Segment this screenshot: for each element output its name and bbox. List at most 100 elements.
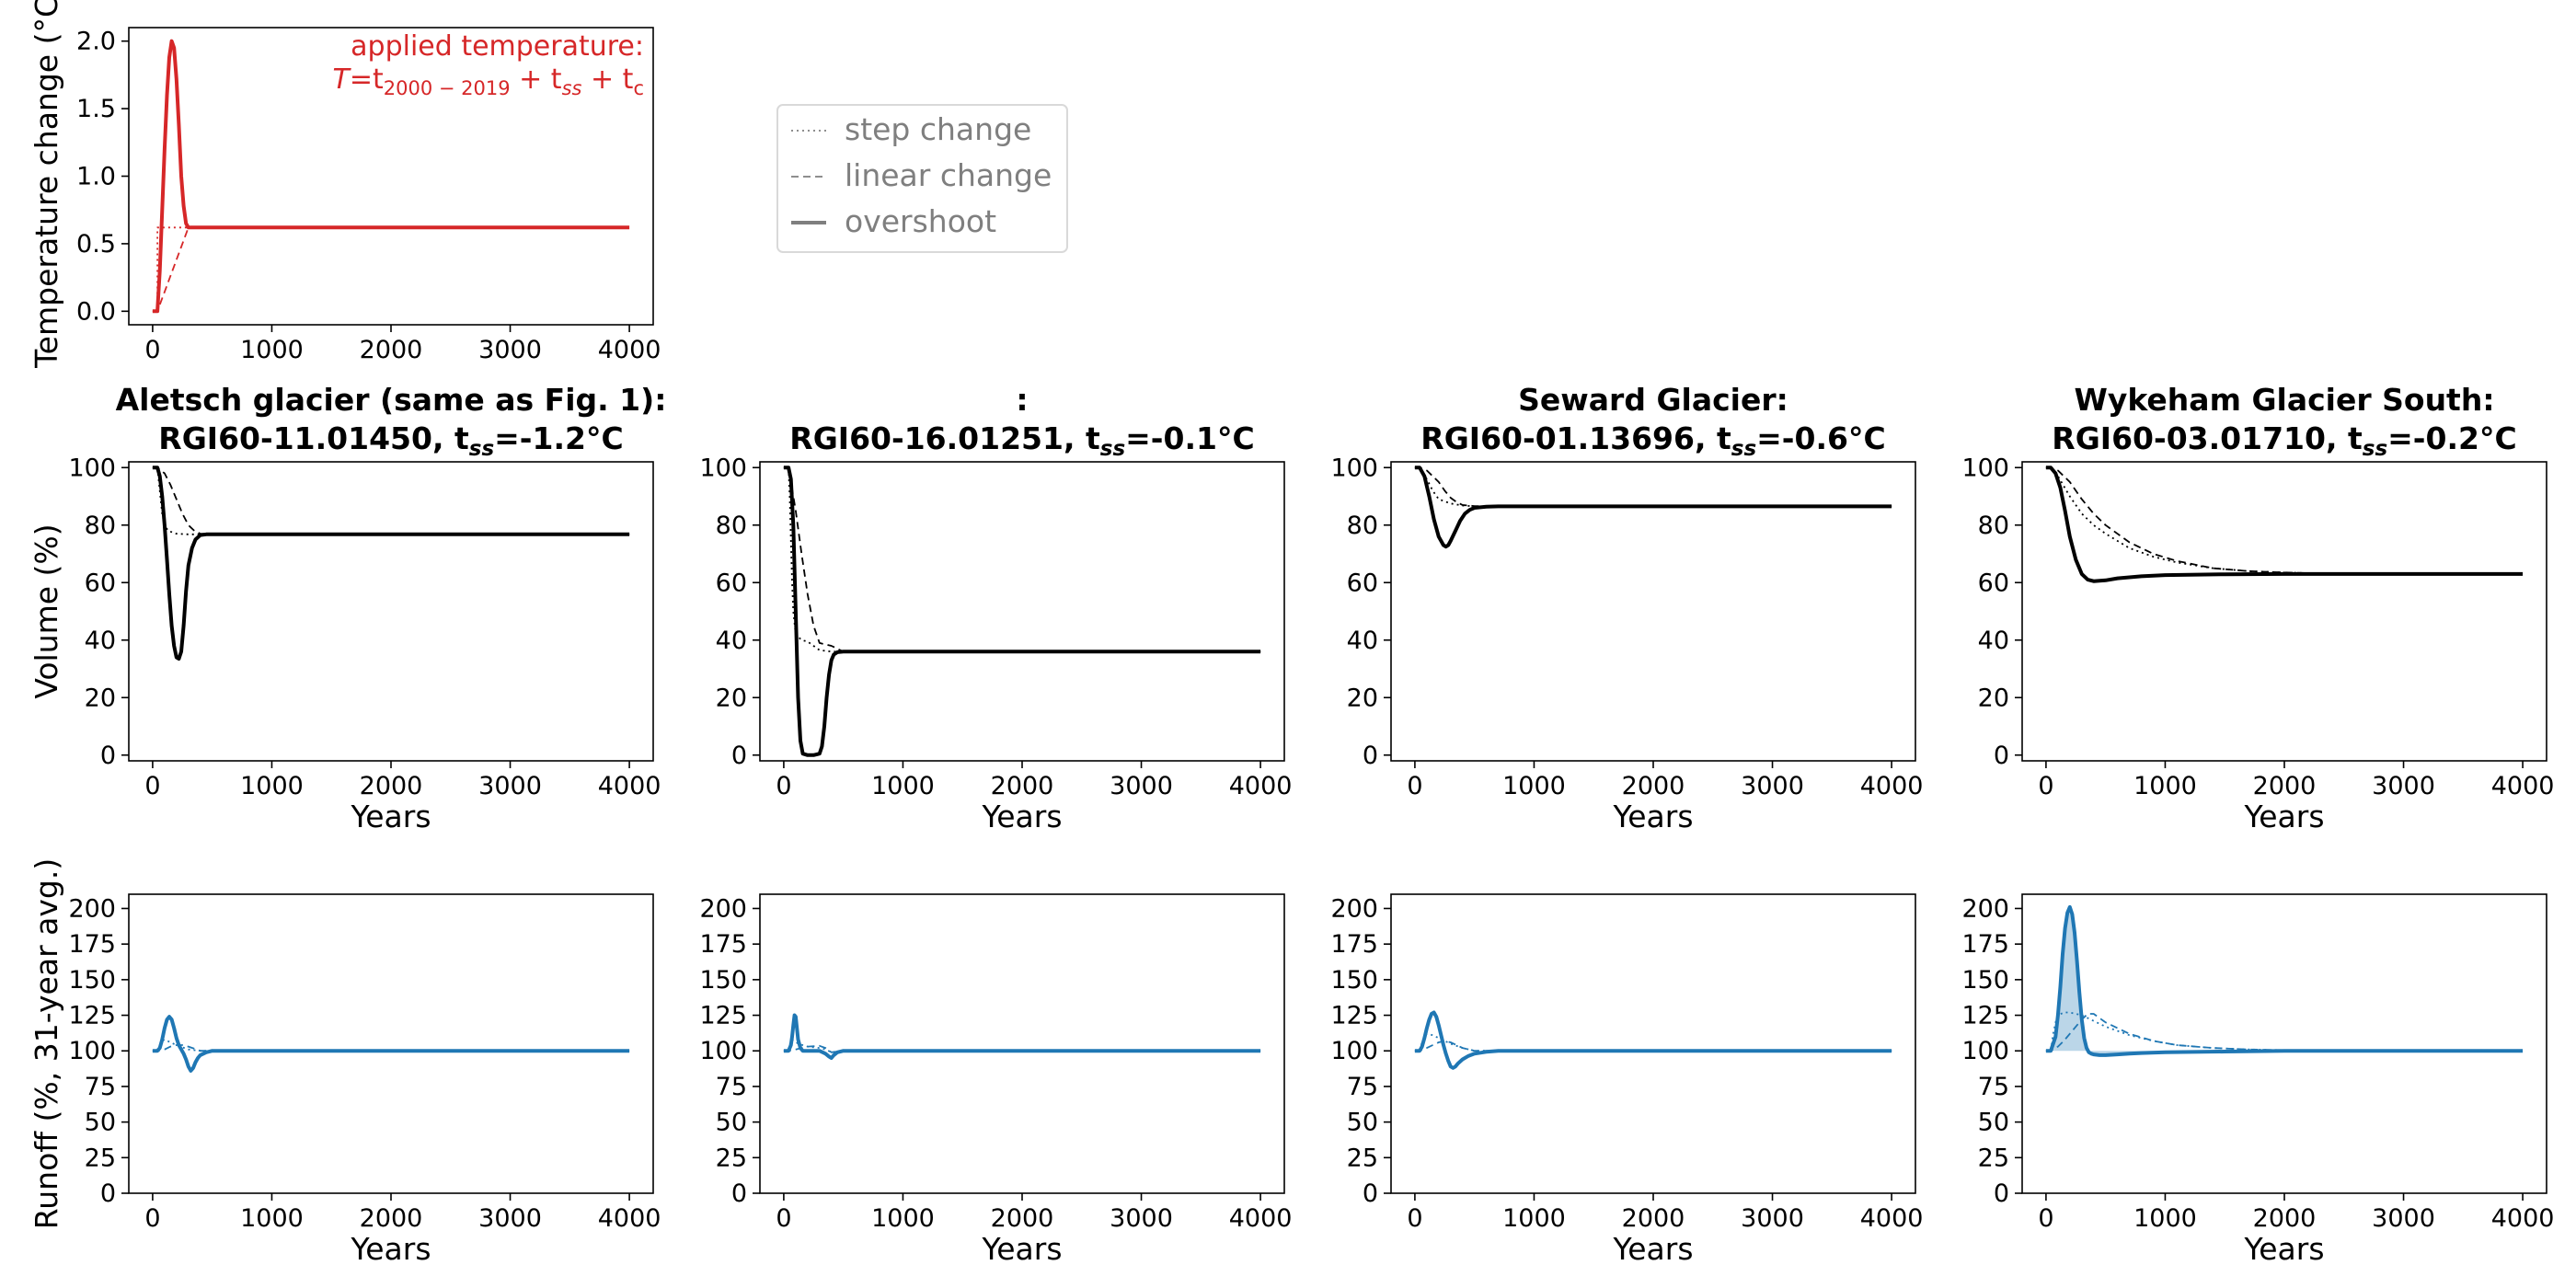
axes-frame-vol1 [128,461,654,762]
figure-layer: 0 1000 2000 3000 40000.00.51.01.52.0Temperat… [29,0,2554,1267]
plot-area-vol2 [783,466,1261,757]
y-axis-label-temp: Temperature change (°C) [29,0,64,369]
overshoot-fill-run4 [2045,906,2524,1055]
legend-box [776,104,1068,253]
panel-title-line2-vol4: RGI60-03.01710, tss=-0.2°C [2052,420,2516,461]
axes-frame-vol4 [2021,461,2547,762]
x-tick-label-run3: 4000 [1860,1204,1924,1233]
axes-run2: 0 1000 2000 3000 4000 0 25 50 75 100 125 150 175 200 Y… [699,893,1292,1267]
x-tick-label-run1: 1000 [240,1204,304,1233]
axes-frame-temp [128,27,654,326]
x-tick-label-run1: 3000 [478,1204,542,1233]
temperature-annotation-line2: T=t2000 − 2019 + tss + tc [333,63,644,99]
y-tick-label-run2: 50 [716,1109,747,1137]
y-tick-label-vol4: 20 [1978,684,2009,712]
series-step-vol2 [783,466,1261,653]
x-tick-label-run3: 1000 [1502,1204,1566,1233]
y-tick-label-run3: 100 [1330,1037,1378,1065]
series-overshoot-run2 [783,1013,1261,1060]
y-tick-label-vol2: 100 [699,454,747,482]
y-tick-label-vol3: 20 [1347,684,1378,712]
y-tick-label-temp: 1.0 [76,163,116,191]
panel-title-line1-vol2: : [1016,382,1028,418]
y-tick-label-run1: 75 [85,1073,116,1101]
y-tick-label-vol4: 0 [1994,742,2009,770]
x-tick-label-run3: 0 [1407,1204,1422,1233]
legend-label-overshoot: overshoot [845,203,996,239]
y-tick-label-run4: 100 [1961,1037,2009,1065]
x-tick-label-vol1: 1000 [240,772,304,800]
y-tick-label-vol3: 60 [1347,569,1378,597]
plot-area-run4 [2045,904,2524,1057]
y-tick-label-temp: 0.0 [76,297,116,326]
panel-title-line2-vol3: RGI60-01.13696, tss=-0.6°C [1420,420,1885,461]
y-axis-label-vol1: Volume (%) [29,523,64,698]
y-tick-label-run4: 75 [1978,1073,2009,1101]
series-overshoot-vol2 [783,466,1261,757]
y-tick-label-vol2: 20 [716,684,747,712]
x-tick-label-vol1: 3000 [478,772,542,800]
x-tick-label-run4: 1000 [2133,1204,2197,1233]
series-linear-run4 [2045,1013,2524,1052]
x-tick-label-temp: 3000 [478,336,542,364]
series-overshoot-temp [152,39,630,314]
y-tick-label-vol2: 80 [716,512,747,540]
series-step-vol1 [152,466,630,535]
plot-area-temp [152,39,630,314]
series-step-run4 [2045,1011,2524,1052]
plot-area-vol1 [152,466,630,661]
y-tick-label-vol4: 40 [1978,627,2009,655]
y-tick-label-run2: 25 [716,1144,747,1172]
x-tick-label-vol2: 3000 [1110,772,1173,800]
y-tick-label-run4: 175 [1961,930,2009,959]
plot-area-run3 [1414,1010,1892,1070]
x-tick-label-temp: 2000 [360,336,423,364]
plot-area-vol3 [1414,466,1892,549]
axes-run4: 0 1000 2000 3000 4000 0 25 50 75 100 125 150 175 200 Y… [1961,893,2555,1267]
y-tick-label-run2: 200 [699,894,747,923]
y-tick-label-run3: 125 [1330,1002,1378,1030]
y-tick-label-run1: 0 [100,1179,116,1208]
y-tick-label-run2: 175 [699,930,747,959]
axes-vol1: 0 1000 2000 3000 4000 0 20 40 60 80 100 Years Volume… [29,382,666,834]
series-linear-vol3 [1414,466,1892,508]
axes-frame-vol2 [759,461,1285,762]
axes-frame-run4 [2021,893,2547,1194]
y-tick-label-vol3: 100 [1330,454,1378,482]
x-axis-label-run1: Years [350,1231,431,1267]
series-step-vol3 [1414,466,1892,508]
x-tick-label-run1: 4000 [598,1204,661,1233]
y-tick-label-run2: 0 [731,1179,747,1208]
y-tick-label-run1: 50 [85,1109,116,1137]
y-tick-label-vol4: 80 [1978,512,2009,540]
legend-label-linear: linear change [845,157,1052,193]
y-tick-label-run1: 25 [85,1144,116,1172]
x-tick-label-vol4: 4000 [2491,772,2555,800]
y-tick-label-run1: 175 [68,930,116,959]
y-tick-label-vol3: 0 [1363,742,1378,770]
x-tick-label-vol1: 2000 [360,772,423,800]
x-tick-label-run4: 3000 [2372,1204,2435,1233]
y-tick-label-vol1: 80 [85,512,116,540]
y-tick-label-vol2: 40 [716,627,747,655]
y-tick-label-run3: 200 [1330,894,1378,923]
x-tick-label-temp: 0 [144,336,160,364]
x-tick-label-vol1: 4000 [598,772,661,800]
series-overshoot-vol3 [1414,466,1892,549]
x-tick-label-vol2: 2000 [991,772,1054,800]
x-axis-label-vol2: Years [981,799,1062,834]
x-tick-label-vol3: 4000 [1860,772,1924,800]
series-linear-temp [152,226,630,313]
x-tick-label-run3: 2000 [1622,1204,1685,1233]
y-tick-label-temp: 2.0 [76,28,116,56]
x-tick-label-run1: 0 [144,1204,160,1233]
panel-title-line1-vol4: Wykeham Glacier South: [2074,382,2494,418]
x-axis-label-run2: Years [981,1231,1062,1267]
x-tick-label-run4: 4000 [2491,1204,2555,1233]
series-linear-vol4 [2045,466,2524,575]
plot-area-vol4 [2045,466,2524,583]
series-linear-run2 [783,1044,1261,1053]
y-tick-label-run3: 0 [1363,1179,1378,1208]
y-tick-label-run1: 150 [68,966,116,995]
y-tick-label-vol1: 60 [85,569,116,597]
